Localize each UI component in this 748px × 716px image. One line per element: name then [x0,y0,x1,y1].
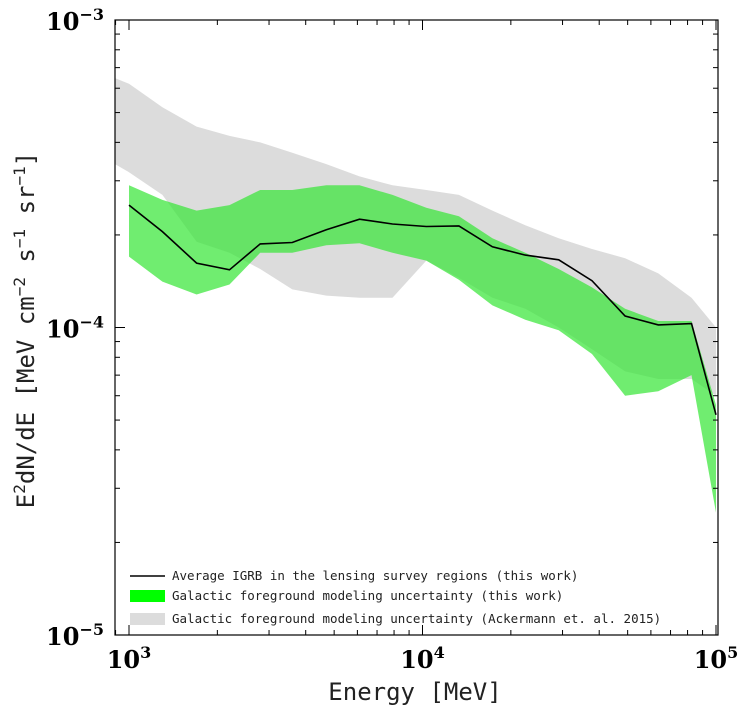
plot-area [115,78,717,513]
legend: Average IGRB in the lensing survey regio… [130,568,661,626]
y-tick-label: 10−5 [46,620,104,651]
green-uncertainty-band [129,185,716,513]
legend-label-gray: Galactic foreground modeling uncertainty… [172,611,661,626]
x-axis-title: Energy [MeV] [328,678,501,706]
y-axis-title: E2dN/dE [MeV cm−2 s−1 sr−1] [10,152,40,508]
y-tick-labels: 10−5 10−4 10−3 [46,5,104,651]
legend-green-swatch [130,590,165,602]
x-tick-label: 105 [694,643,739,674]
x-tick-label: 104 [400,643,445,674]
tick-marks [115,19,718,636]
y-tick-label: 10−4 [46,313,104,344]
legend-gray-swatch [130,613,165,625]
x-tick-labels: 103 104 105 [107,643,739,674]
x-tick-label: 103 [107,643,152,674]
legend-label-green: Galactic foreground modeling uncertainty… [172,588,563,603]
igrb-average-line [128,204,717,416]
legend-label-igrb: Average IGRB in the lensing survey regio… [172,568,578,583]
y-tick-label: 10−3 [46,5,104,36]
